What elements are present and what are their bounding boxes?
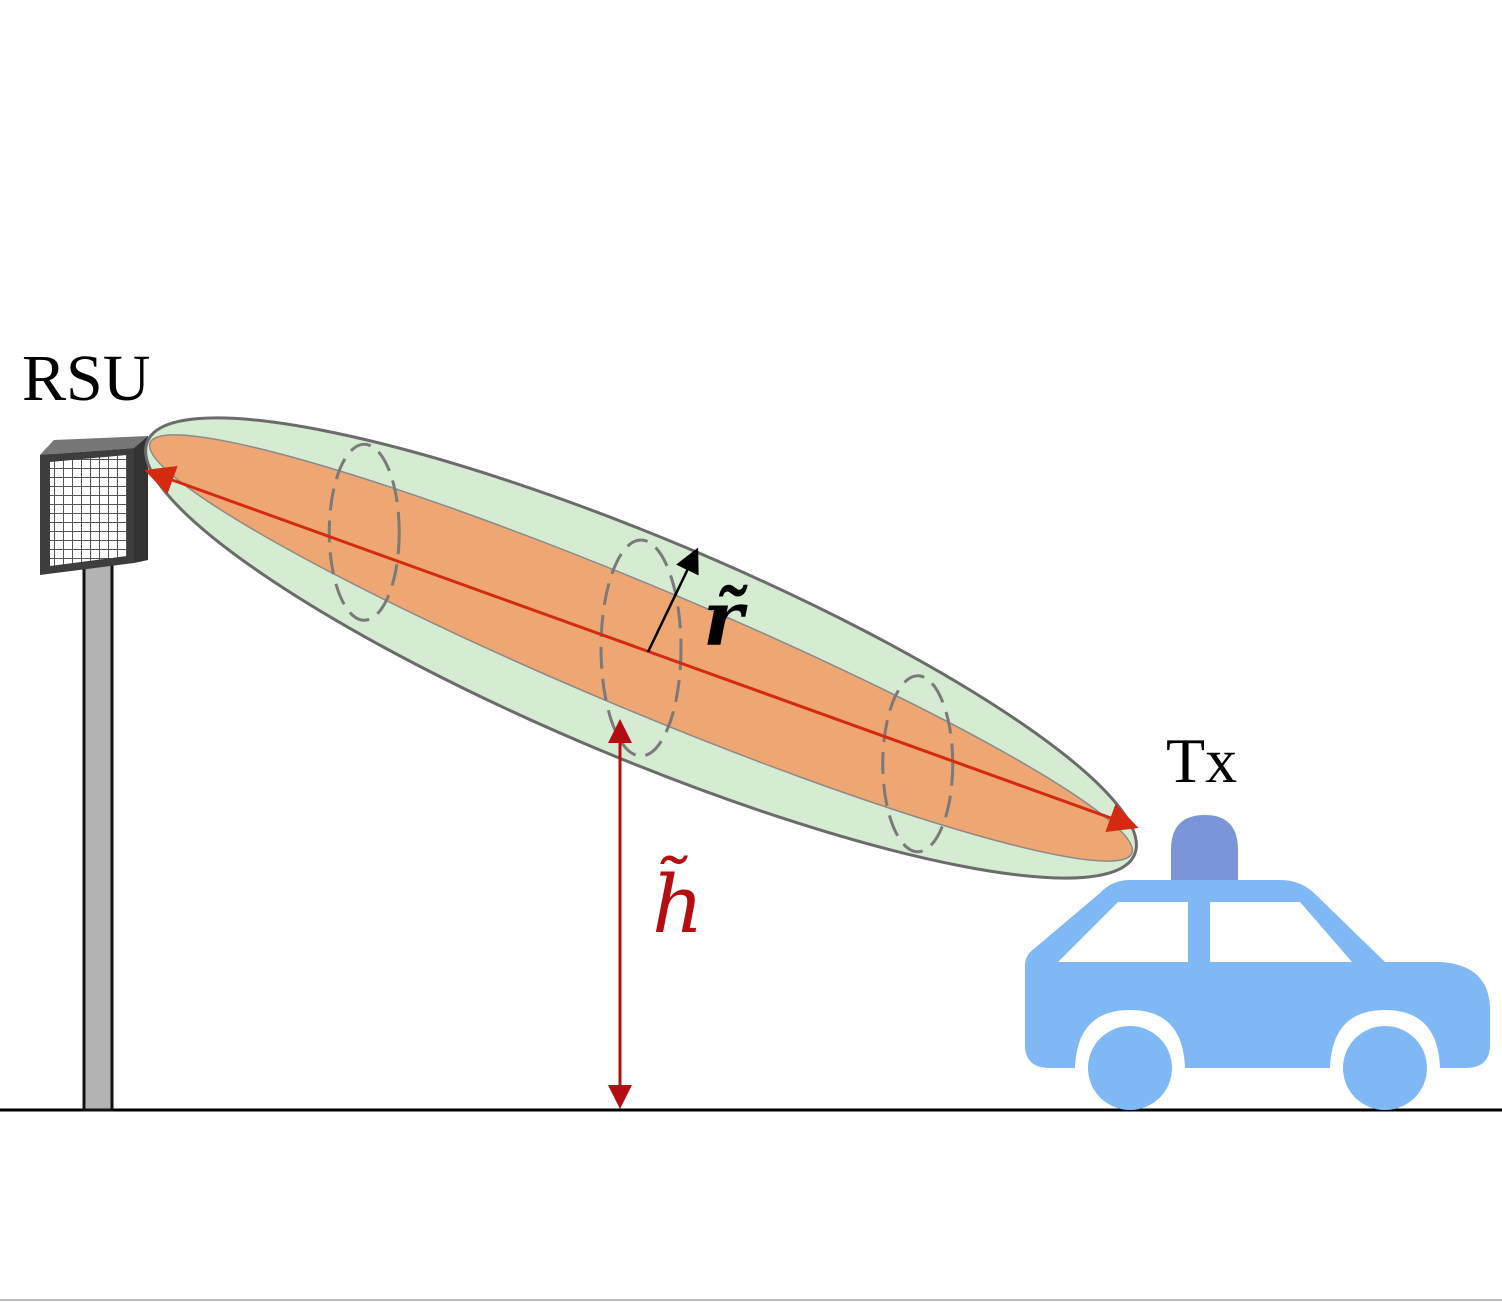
car-wheel-front [1088, 1026, 1172, 1110]
radius-arrow [646, 547, 699, 653]
car-icon [1025, 815, 1490, 1110]
car-window-rear [1210, 902, 1352, 962]
rsu-label: RSU [22, 342, 150, 415]
siren-icon [1171, 815, 1238, 880]
car-wheel-rear [1343, 1026, 1427, 1110]
los-axis-arrow [144, 466, 1139, 832]
rsu-pole [82, 558, 114, 1112]
radius-label: r̃ [703, 574, 748, 663]
car-window-front [1058, 902, 1188, 962]
tx-label: Tx [1166, 725, 1237, 796]
rsu-antenna-icon [40, 436, 148, 1112]
rsu-panel-grid [50, 455, 127, 566]
height-label: h̃ [652, 855, 704, 951]
rsu-panel-top [40, 436, 148, 455]
